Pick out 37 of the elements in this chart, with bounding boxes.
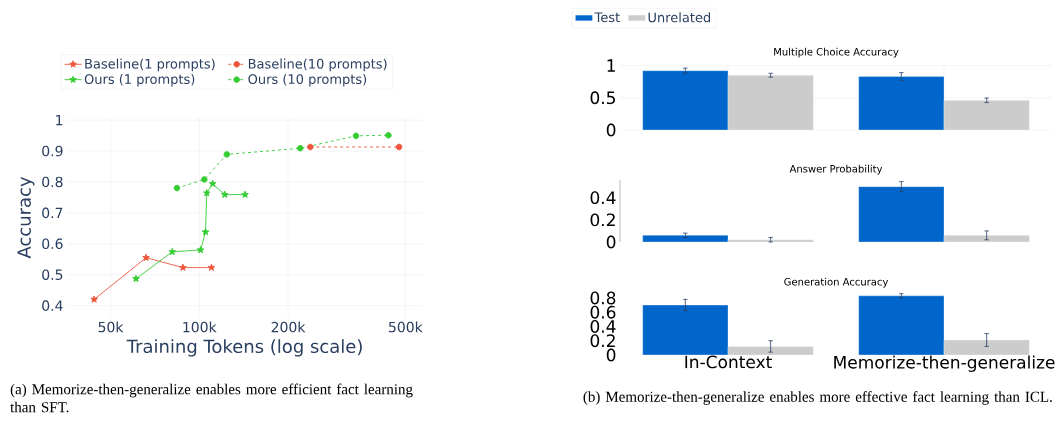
y-tick-label: 0.6 bbox=[42, 238, 63, 250]
y-tick-label: 0.8 bbox=[42, 176, 63, 188]
y-tick-label: 0 bbox=[606, 123, 616, 137]
chart-title: Multiple Choice Accuracy bbox=[774, 47, 899, 58]
y-tick-label: 0 bbox=[606, 235, 616, 249]
y-tick-label: 0.2 bbox=[590, 334, 615, 348]
x-tick-label: 100k bbox=[183, 321, 217, 333]
y-tick-label: 0.4 bbox=[590, 191, 616, 205]
y-tick-label: 0.4 bbox=[42, 300, 63, 311]
y-tick-label: 0.6 bbox=[590, 305, 616, 319]
y-tick-label: 0.8 bbox=[590, 291, 616, 305]
x-tick-label: 200k bbox=[271, 321, 306, 333]
legend-label: Ours (1 prompts) bbox=[84, 73, 195, 87]
y-tick-label: 0.4 bbox=[590, 320, 616, 333]
y-tick-label: 0.2 bbox=[590, 213, 615, 227]
legend-label: Unrelated bbox=[648, 12, 711, 23]
text: (b) Memorize-then-generalize enables more effective fact learning than ICL. bbox=[583, 391, 1052, 405]
chart-title: Answer Probability bbox=[789, 164, 883, 175]
chart-title: Generation Accuracy bbox=[784, 277, 889, 288]
legend-label: Test bbox=[594, 12, 620, 23]
y-tick-label: 0.9 bbox=[42, 145, 63, 157]
legend-label: Baseline(10 prompts) bbox=[248, 58, 387, 72]
x-tick-label: Memorize-then-generalize bbox=[834, 355, 1055, 372]
y-axis-title: Accuracy bbox=[17, 176, 35, 259]
legend-label: Ours (10 prompts) bbox=[248, 73, 367, 87]
x-axis-title: Training Tokens (log scale) bbox=[126, 339, 362, 357]
x-tick-label: In-Context bbox=[685, 355, 772, 369]
y-tick-label: 0 bbox=[606, 348, 616, 362]
legend-label: Baseline(1 prompts) bbox=[85, 58, 215, 72]
x-tick-label: 50k bbox=[98, 321, 124, 333]
y-tick-label: 0.7 bbox=[42, 207, 63, 219]
y-tick-label: 1 bbox=[607, 59, 615, 72]
y-tick-label: 0.5 bbox=[42, 269, 63, 280]
y-tick-label: 1 bbox=[56, 114, 63, 126]
x-tick-label: 500k bbox=[389, 321, 423, 333]
y-tick-label: 0.5 bbox=[590, 91, 615, 105]
text: (a) Memorize-then-generalize enables more efficient fact learning than SFT. bbox=[10, 383, 413, 413]
